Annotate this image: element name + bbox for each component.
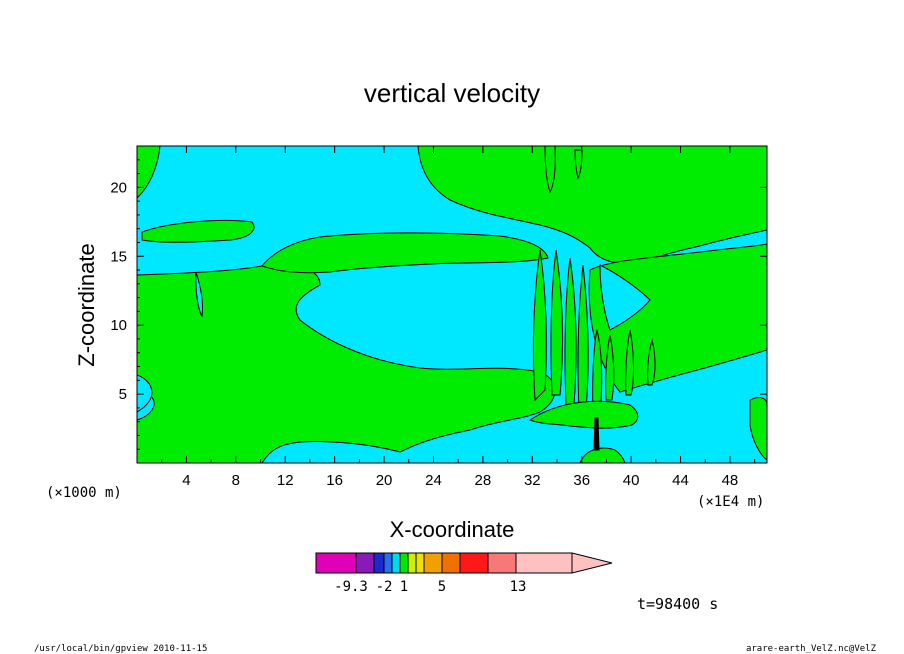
colorbar-swatch	[383, 552, 393, 574]
x-tick-label: 48	[722, 472, 739, 489]
y-tick-label: 5	[119, 386, 127, 403]
y-tick-label: 15	[110, 248, 127, 265]
x-tick-label: 32	[524, 472, 541, 489]
y-axis: 5 10 15 20	[110, 159, 767, 450]
chart-title: vertical velocity	[364, 78, 540, 108]
strong-updraft	[593, 417, 600, 451]
colorbar-label: -2	[376, 579, 393, 595]
positive-region	[261, 232, 549, 274]
colorbar-swatch	[407, 552, 417, 574]
colorbar-swatch	[441, 552, 461, 574]
positive-region	[605, 334, 615, 401]
x-tick-label: 28	[475, 472, 492, 489]
contour-fill	[137, 146, 767, 463]
x-tick-label: 24	[425, 472, 442, 489]
positive-region	[544, 146, 556, 194]
footer-right: arare-earth_VelZ.nc@VelZ	[746, 644, 877, 654]
negative-region	[599, 264, 651, 331]
colorbar-swatch	[487, 552, 517, 574]
colorbar-swatch	[515, 552, 573, 574]
positive-region	[574, 149, 583, 180]
colorbar-swatch	[399, 552, 409, 574]
x-units-left: (×1000 m)	[46, 485, 122, 501]
footer-left: /usr/local/bin/gpview 2010-11-15	[34, 644, 207, 654]
colorbar-swatch	[459, 552, 489, 574]
colorbar-label: 13	[510, 579, 527, 595]
positive-region	[647, 338, 656, 386]
time-label: t=98400 s	[637, 595, 718, 613]
plot-frame	[136, 145, 768, 464]
colorbar-swatch	[315, 552, 357, 574]
positive-region	[550, 249, 564, 396]
x-tick-label: 16	[326, 472, 343, 489]
colorbar-swatch	[423, 552, 443, 574]
positive-region	[417, 146, 767, 264]
colorbar-swatch	[391, 552, 401, 574]
colorbar-swatch	[355, 552, 375, 574]
negative-region	[195, 271, 203, 318]
x-axis-label: X-coordinate	[390, 517, 515, 542]
x-tick-label: 44	[672, 472, 689, 489]
positive-region	[141, 219, 255, 243]
positive-region	[579, 447, 626, 463]
x-units-right: (×1E4 m)	[697, 494, 764, 510]
colorbar-swatch	[415, 552, 425, 574]
colorbar-arrow	[571, 552, 613, 574]
positive-region	[625, 329, 635, 396]
x-tick-label: 20	[376, 472, 393, 489]
colorbar-label: -9.3	[334, 579, 368, 595]
positive-region	[749, 397, 767, 461]
plot-area	[136, 145, 768, 464]
x-tick-label: 12	[277, 472, 294, 489]
colorbar-swatch	[373, 552, 385, 574]
x-axis: 4 8 12 16 20 24 28 32 36 40 44 48	[161, 146, 756, 489]
positive-region	[528, 400, 639, 429]
y-tick-label: 20	[110, 179, 127, 196]
x-tick-label: 4	[182, 472, 190, 489]
colorbar-label: 1	[400, 579, 408, 595]
x-tick-label: 36	[573, 472, 590, 489]
x-tick-label: 40	[623, 472, 640, 489]
x-tick-label: 8	[232, 472, 240, 489]
colorbar: -9.3 -2 1 5 13	[315, 552, 613, 595]
colorbar-label: 5	[438, 579, 446, 595]
positive-region	[532, 249, 547, 402]
y-tick-label: 10	[110, 317, 127, 334]
y-axis-label: Z-coordinate	[74, 243, 99, 367]
convective-fingers	[532, 146, 656, 421]
negative-region	[137, 374, 153, 413]
